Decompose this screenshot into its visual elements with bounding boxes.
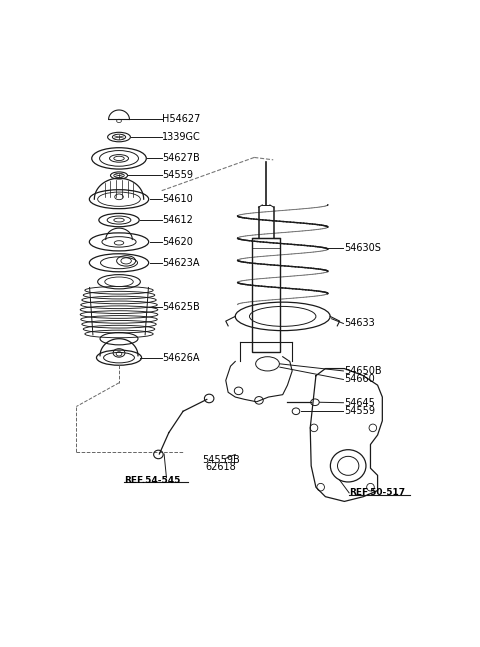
Text: 54559: 54559 xyxy=(344,406,375,416)
Text: 54612: 54612 xyxy=(162,215,192,225)
Text: 54559B: 54559B xyxy=(202,455,240,465)
Text: 54626A: 54626A xyxy=(162,353,199,363)
Text: 54559: 54559 xyxy=(162,170,192,181)
Text: 54625B: 54625B xyxy=(162,302,200,312)
Text: REF.50-517: REF.50-517 xyxy=(349,488,405,498)
Text: 54620: 54620 xyxy=(162,237,192,247)
Text: REF.54-545: REF.54-545 xyxy=(124,476,180,485)
Text: 54627B: 54627B xyxy=(162,153,200,164)
Text: 54623A: 54623A xyxy=(162,258,199,268)
Text: 54650B: 54650B xyxy=(344,366,382,376)
Text: 54633: 54633 xyxy=(344,318,375,329)
Text: 1339GC: 1339GC xyxy=(162,132,201,142)
Bar xyxy=(252,238,280,352)
Text: 54630S: 54630S xyxy=(344,243,381,252)
Text: 62618: 62618 xyxy=(205,462,236,472)
Text: 54660: 54660 xyxy=(344,375,375,384)
Text: 54645: 54645 xyxy=(344,398,375,408)
Text: H54627: H54627 xyxy=(162,115,200,124)
Text: 54610: 54610 xyxy=(162,194,192,204)
